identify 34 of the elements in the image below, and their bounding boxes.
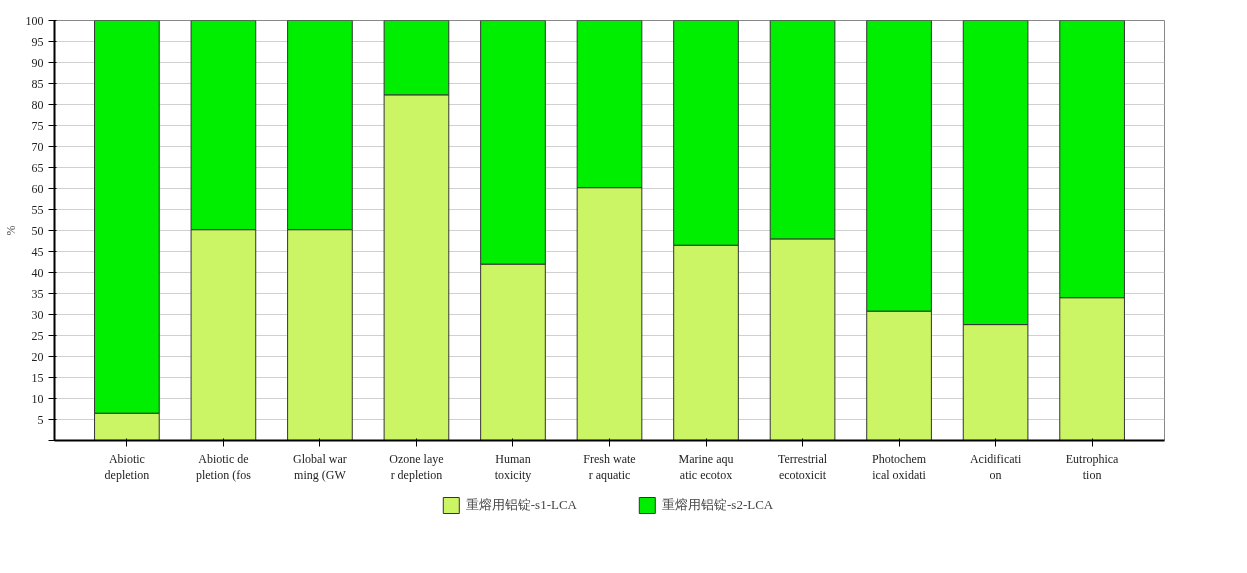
legend-label: 重熔用铝锭-s2-LCA <box>662 496 774 514</box>
x-tick-label: Terrestrial ecotoxicit <box>777 451 828 483</box>
x-tick-label: Ozone laye r depletion <box>389 451 444 483</box>
x-tick-label: Global war ming (GW <box>293 451 347 483</box>
x-tick-label: Eutrophica tion <box>1065 451 1120 483</box>
y-tick-label: 25 <box>31 328 44 343</box>
y-tick-label: 100 <box>25 13 44 28</box>
y-tick-label: 70 <box>31 139 44 154</box>
y-axis-title: % <box>3 225 18 236</box>
y-tick-label: 10 <box>31 391 44 406</box>
x-tick-label: Acidificati on <box>969 451 1022 483</box>
y-tick-label: 85 <box>31 76 44 91</box>
legend-label: 重熔用铝锭-s1-LCA <box>465 496 577 514</box>
y-tick-label: 45 <box>31 244 44 259</box>
y-tick-label: 65 <box>31 160 44 175</box>
x-tick-label: Human toxicity <box>494 451 532 483</box>
y-tick-label: 35 <box>31 286 44 301</box>
y-tick-label: 20 <box>31 349 44 364</box>
x-tick-label: Fresh wate r aquatic <box>583 451 636 483</box>
y-tick-label: 30 <box>31 307 44 322</box>
x-tick-label: Abiotic de pletion (fos <box>195 451 252 483</box>
y-tick-label: 5 <box>37 412 44 427</box>
y-tick-label: 90 <box>31 55 44 70</box>
y-tick-label: 40 <box>31 265 44 280</box>
x-tick-label: Marine aqu atic ecotox <box>678 451 734 483</box>
y-tick-label: 55 <box>31 202 44 217</box>
y-tick-label: 15 <box>31 370 44 385</box>
y-tick-label: 75 <box>31 118 44 133</box>
y-tick-label: 95 <box>31 34 44 49</box>
x-tick-label: Photochem ical oxidati <box>872 451 927 483</box>
x-tick-label: Abiotic depletion <box>104 451 150 483</box>
y-tick-label: 80 <box>31 97 44 112</box>
y-tick-label: 50 <box>31 223 44 238</box>
y-tick-label: 60 <box>31 181 44 196</box>
